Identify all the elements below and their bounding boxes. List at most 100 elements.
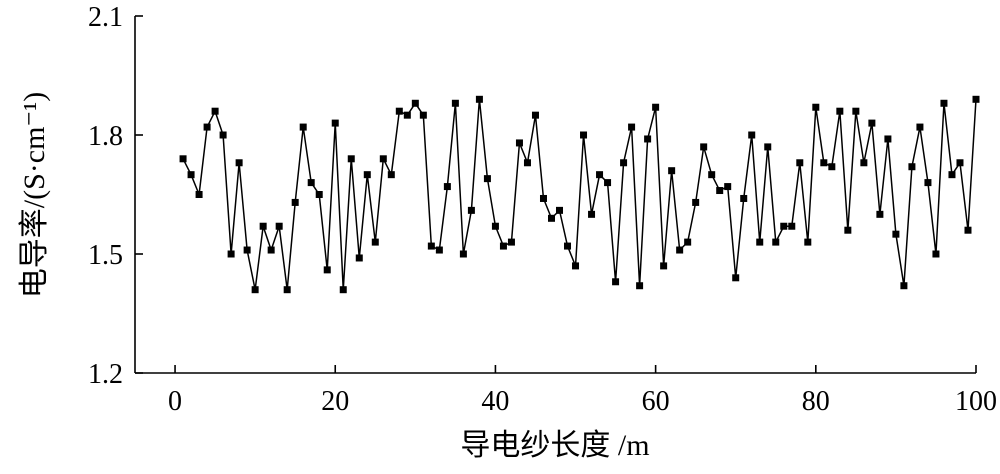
data-point-marker — [628, 123, 636, 131]
data-point-marker — [259, 222, 267, 230]
data-point-marker — [972, 95, 980, 103]
data-point-marker — [531, 111, 539, 119]
data-point-marker — [195, 191, 203, 198]
x-tick-label: 100 — [955, 386, 997, 417]
data-point-marker — [828, 163, 836, 171]
data-point-marker — [796, 159, 804, 167]
data-point-marker — [523, 159, 531, 167]
data-point-marker — [539, 194, 547, 202]
data-point-marker — [660, 262, 668, 270]
data-point-marker — [820, 159, 828, 167]
data-point-marker — [908, 163, 916, 171]
data-point-marker — [499, 242, 507, 250]
data-point-marker — [644, 135, 652, 143]
data-point-marker — [948, 171, 956, 179]
data-point-marker — [403, 111, 411, 119]
series-line — [182, 99, 977, 290]
data-point-marker — [836, 107, 844, 115]
data-point-marker — [419, 111, 427, 119]
data-point-marker — [355, 254, 363, 262]
data-point-marker — [363, 171, 371, 179]
data-point-marker — [483, 175, 491, 183]
data-point-marker — [900, 282, 908, 290]
x-tick-label: 80 — [802, 386, 830, 417]
data-point-marker — [379, 155, 387, 163]
data-point-marker — [251, 286, 259, 294]
data-point-marker — [339, 286, 347, 294]
data-point-marker — [964, 226, 972, 234]
data-point-marker — [708, 171, 716, 179]
data-point-marker — [844, 226, 852, 234]
data-point-marker — [780, 222, 788, 230]
data-point-marker — [331, 119, 339, 127]
data-point-marker — [187, 171, 195, 179]
data-point-marker — [892, 230, 900, 238]
data-point-marker — [732, 274, 740, 282]
data-point-marker — [347, 155, 355, 163]
data-point-marker — [772, 238, 780, 246]
y-axis-label: 电导率/(S·cm⁻¹) — [18, 92, 51, 298]
data-point-marker — [564, 242, 572, 250]
data-point-marker — [211, 107, 219, 115]
x-tick-label: 0 — [168, 386, 182, 417]
y-tick-label: 1.2 — [88, 359, 123, 390]
data-point-marker — [604, 179, 612, 187]
y-tick-label: 1.5 — [88, 240, 123, 271]
ticks: 0 20 40 60 80 100 1.2 1.5 1.8 2.1 — [88, 2, 997, 417]
data-point-marker — [475, 95, 483, 103]
data-point-marker — [924, 179, 932, 187]
data-point-marker — [515, 139, 523, 147]
data-point-marker — [219, 131, 227, 139]
data-point-marker — [507, 238, 515, 246]
data-point-marker — [940, 99, 948, 107]
data-point-marker — [804, 238, 812, 246]
data-point-marker — [652, 103, 660, 111]
data-point-marker — [932, 250, 940, 258]
data-point-marker — [956, 159, 964, 167]
data-point-marker — [612, 278, 620, 286]
x-tick-label: 20 — [321, 386, 349, 417]
data-point-marker — [435, 246, 443, 254]
data-point-marker — [267, 246, 275, 254]
data-point-marker — [299, 123, 307, 131]
data-point-marker — [427, 242, 435, 250]
data-point-marker — [812, 103, 820, 111]
data-point-marker — [235, 159, 243, 167]
data-point-marker — [371, 238, 379, 246]
data-point-marker — [275, 222, 283, 230]
data-point-marker — [764, 143, 772, 151]
data-point-marker — [548, 214, 555, 222]
data-point-marker — [179, 155, 187, 163]
x-tick-label: 40 — [481, 386, 509, 417]
data-point-marker — [467, 206, 475, 214]
data-point-marker — [740, 194, 748, 202]
data-point-marker — [395, 107, 403, 115]
data-point-marker — [876, 210, 884, 218]
data-point-marker — [700, 143, 708, 151]
data-point-marker — [291, 198, 299, 206]
data-point-marker — [668, 167, 676, 175]
data-point-marker — [323, 266, 331, 274]
data-point-marker — [307, 179, 315, 187]
y-tick-label: 2.1 — [88, 2, 123, 33]
data-point-marker — [756, 238, 764, 246]
data-point-marker — [459, 250, 467, 258]
data-point-marker — [868, 119, 876, 127]
data-point-marker — [860, 159, 868, 167]
x-axis-label: 导电纱长度 /m — [460, 429, 649, 462]
data-point-marker — [852, 107, 860, 115]
data-point-marker — [203, 123, 211, 131]
series-layer — [179, 95, 980, 294]
data-point-marker — [387, 171, 395, 179]
data-point-marker — [724, 183, 732, 191]
data-point-marker — [243, 246, 251, 254]
data-point-marker — [283, 286, 291, 294]
x-tick-label: 60 — [642, 386, 670, 417]
y-tick-label: 1.8 — [88, 121, 123, 152]
data-point-marker — [636, 282, 644, 290]
data-point-marker — [315, 191, 323, 198]
data-point-marker — [443, 183, 451, 191]
data-point-marker — [580, 131, 588, 139]
